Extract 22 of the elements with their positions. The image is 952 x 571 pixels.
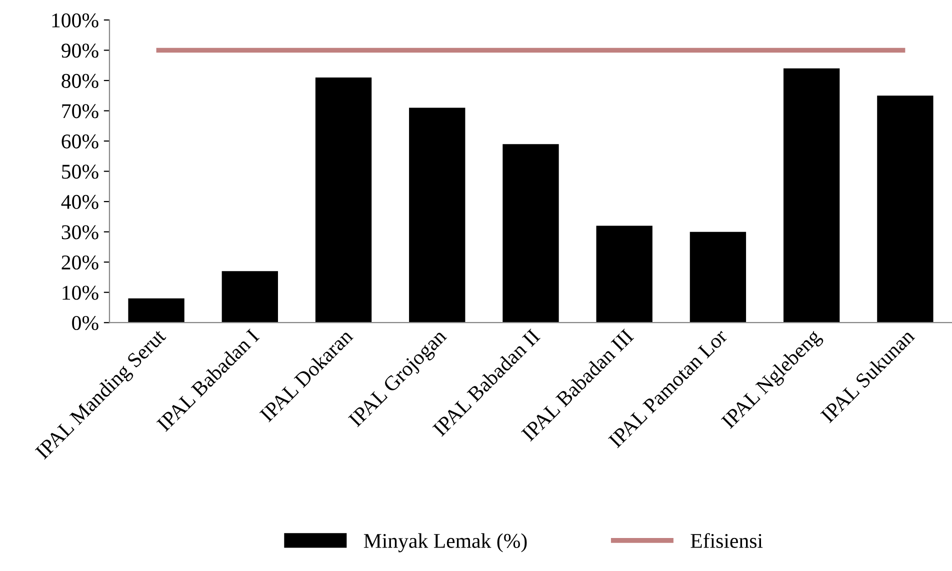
bar <box>596 226 652 323</box>
y-tick-label: 70% <box>62 104 98 118</box>
bar <box>409 108 466 323</box>
bar <box>222 271 278 323</box>
y-tick-label: 40% <box>61 194 98 210</box>
y-tick-label: 50% <box>62 164 98 179</box>
y-tick-label: 30% <box>62 225 98 240</box>
bar <box>315 77 372 323</box>
bar <box>502 144 559 323</box>
y-tick-label: 90% <box>62 44 98 58</box>
bar <box>690 232 746 323</box>
bar <box>877 96 934 323</box>
y-tick-label: 80% <box>62 74 98 88</box>
bar <box>783 68 840 323</box>
y-tick-label: 100% <box>52 13 98 28</box>
bar <box>128 298 184 323</box>
legend-label: Minyak Lemak (%) <box>364 533 527 552</box>
legend-label: Efisiensi <box>690 533 763 548</box>
y-tick-label: 0% <box>72 316 98 330</box>
y-tick-label: 60% <box>62 134 98 149</box>
y-tick-label: 20% <box>62 255 98 270</box>
y-tick-label: 10% <box>62 286 98 300</box>
